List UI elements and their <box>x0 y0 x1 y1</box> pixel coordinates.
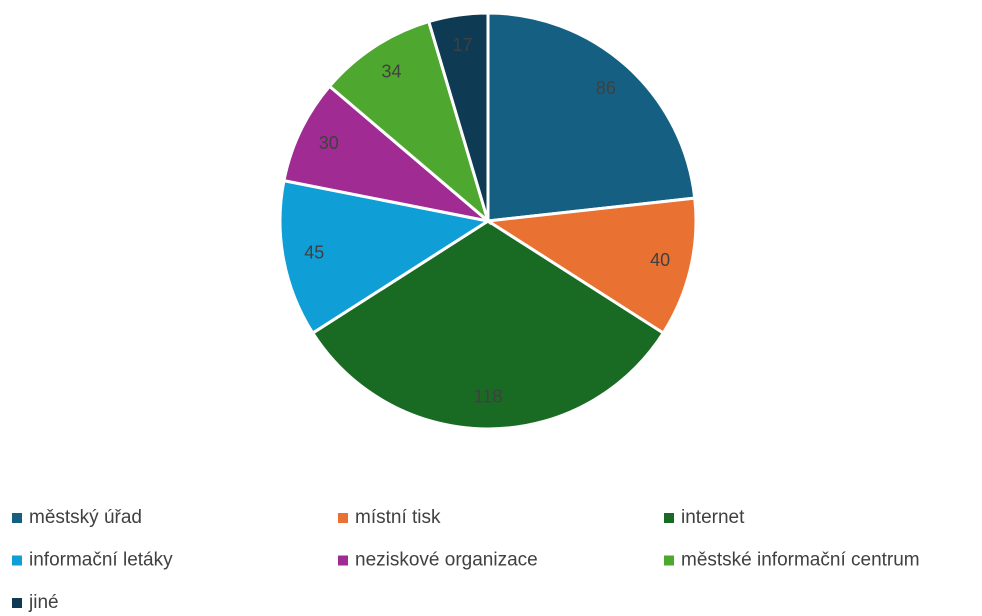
pie-slice <box>483 196 698 336</box>
data-label: 118 <box>474 387 503 407</box>
legend-swatch <box>338 513 348 523</box>
legend-swatch <box>12 555 22 566</box>
legend-swatch <box>664 513 674 523</box>
data-label: 45 <box>304 243 324 263</box>
legend-label: městské informační centrum <box>681 550 920 571</box>
legend-label: městský úřad <box>29 507 142 528</box>
legend-label: internet <box>681 507 745 528</box>
data-label: 30 <box>319 133 339 153</box>
data-label: 17 <box>453 35 473 55</box>
pie-slice <box>426 11 490 222</box>
data-label: 34 <box>381 62 401 82</box>
legend-label: místní tisk <box>355 507 441 528</box>
data-label: 40 <box>650 250 670 270</box>
pie-slice <box>327 19 491 226</box>
legend-swatch <box>338 555 348 566</box>
pie-slice <box>282 84 494 224</box>
legend-label: neziskové organizace <box>355 550 538 571</box>
legend-label: jiné <box>28 592 59 613</box>
pie-slice <box>486 11 697 223</box>
legend-swatch <box>664 555 674 566</box>
legend-label: informační letáky <box>29 550 173 571</box>
legend-swatch <box>12 598 22 608</box>
pie-slice <box>278 178 492 336</box>
data-label: 86 <box>596 78 616 98</box>
legend-swatch <box>12 513 22 523</box>
pie-slice <box>310 219 666 431</box>
